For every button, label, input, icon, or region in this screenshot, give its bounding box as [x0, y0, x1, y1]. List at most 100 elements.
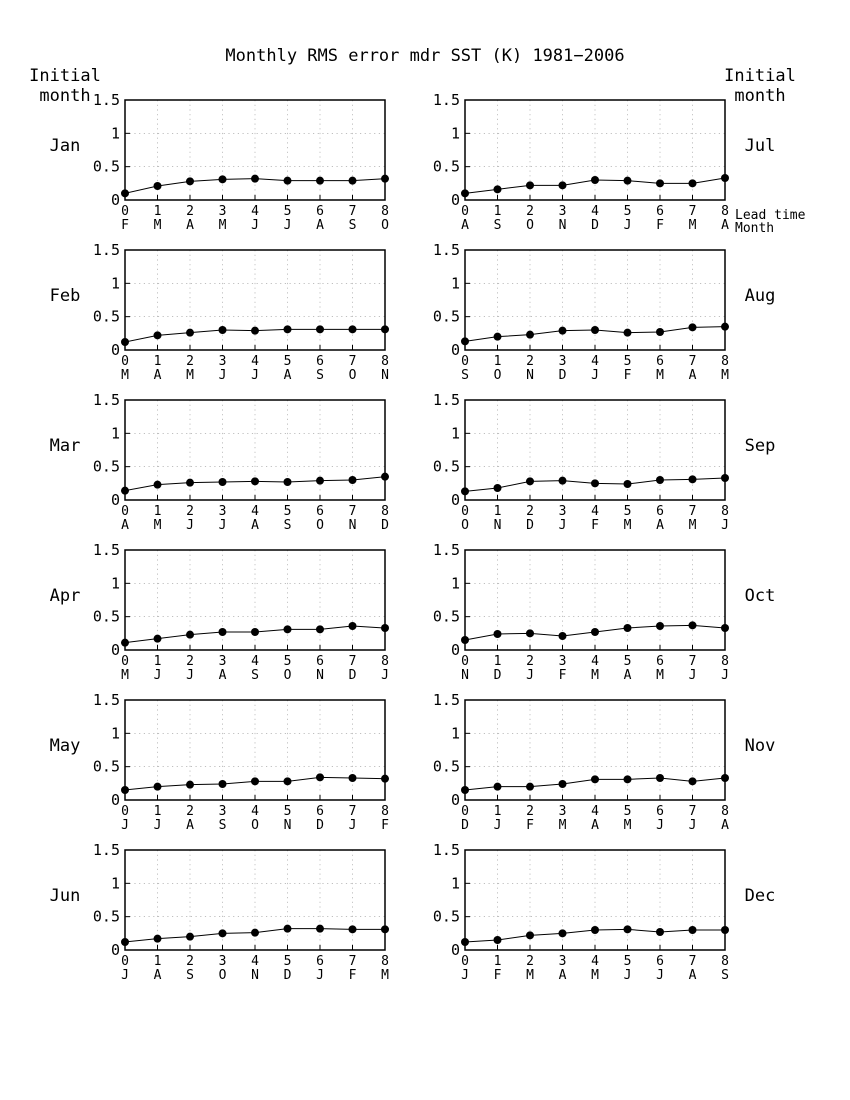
month-label: M	[656, 668, 664, 683]
x-tick-label: 5	[284, 954, 292, 969]
data-point	[316, 476, 324, 485]
data-point	[526, 330, 534, 339]
y-tick-label: 1.5	[93, 391, 120, 409]
month-label: J	[381, 668, 389, 683]
month-label: J	[721, 668, 729, 683]
y-tick-label: 1	[111, 424, 120, 442]
y-tick-label: 0.5	[433, 308, 460, 326]
y-tick-label: 0	[451, 341, 460, 359]
month-label: A	[656, 518, 664, 533]
x-tick-label: 5	[624, 204, 632, 219]
data-point	[283, 625, 292, 634]
data-point	[461, 487, 469, 496]
x-tick-label: 2	[186, 504, 194, 519]
data-point	[186, 478, 194, 487]
data-point	[623, 176, 632, 185]
data-point	[591, 176, 599, 184]
data-point	[591, 326, 599, 334]
data-point	[348, 476, 357, 484]
data-point	[461, 337, 469, 346]
month-label: S	[316, 368, 324, 383]
month-label: D	[381, 518, 389, 533]
month-label: O	[349, 368, 357, 383]
initial-month-label: Sep	[745, 436, 776, 456]
x-tick-label: 0	[461, 954, 469, 969]
x-tick-label: 5	[624, 654, 632, 669]
x-tick-label: 2	[186, 804, 194, 819]
x-tick-label: 8	[721, 354, 729, 369]
data-point	[218, 628, 227, 636]
month-label: M	[689, 518, 697, 533]
x-tick-label: 4	[591, 804, 599, 819]
month-label: D	[316, 818, 324, 833]
month-label: M	[624, 818, 632, 833]
month-label: O	[526, 218, 534, 233]
month-label: J	[154, 818, 162, 833]
initial-month-label: Jul	[745, 136, 776, 156]
right-header-line2: month	[734, 86, 785, 106]
month-label: S	[349, 218, 357, 233]
month-label: O	[284, 668, 292, 683]
data-point	[591, 628, 599, 636]
data-point	[461, 636, 469, 644]
x-tick-label: 0	[121, 954, 129, 969]
data-point	[656, 622, 664, 630]
data-point	[381, 774, 389, 783]
data-point	[526, 931, 534, 940]
x-tick-label: 4	[251, 204, 259, 219]
x-tick-label: 2	[186, 354, 194, 369]
month-label: M	[381, 968, 389, 983]
data-point	[688, 323, 697, 332]
data-point	[688, 777, 697, 786]
initial-month-label: Mar	[50, 436, 81, 456]
month-label: A	[186, 818, 194, 833]
x-tick-label: 4	[591, 504, 599, 519]
month-label: A	[219, 668, 227, 683]
x-tick-label: 0	[461, 504, 469, 519]
y-tick-label: 0.5	[433, 758, 460, 776]
data-point	[316, 773, 324, 782]
left-header-line2: month	[39, 86, 90, 106]
data-point	[283, 325, 292, 334]
y-tick-label: 1	[451, 874, 460, 892]
data-point	[623, 775, 632, 784]
x-tick-label: 3	[219, 654, 227, 669]
x-tick-label: 4	[591, 204, 599, 219]
data-point	[493, 630, 502, 638]
x-tick-label: 1	[494, 804, 502, 819]
y-tick-label: 0	[451, 791, 460, 809]
data-point	[461, 786, 469, 794]
data-point	[656, 328, 664, 336]
x-tick-label: 8	[721, 504, 729, 519]
y-tick-label: 0.5	[93, 158, 120, 176]
month-label: A	[559, 968, 567, 983]
x-tick-label: 6	[656, 654, 664, 669]
y-tick-label: 1	[111, 574, 120, 592]
month-label: F	[349, 968, 357, 983]
month-label: M	[219, 218, 227, 233]
data-point	[558, 476, 567, 485]
x-tick-label: 1	[154, 204, 162, 219]
month-label: A	[721, 218, 729, 233]
x-tick-label: 1	[154, 354, 162, 369]
x-tick-label: 8	[381, 804, 389, 819]
y-tick-label: 1.5	[93, 541, 120, 559]
data-point	[348, 325, 357, 334]
x-tick-label: 5	[284, 654, 292, 669]
data-point	[688, 621, 697, 630]
month-label: J	[656, 818, 664, 833]
data-point	[153, 331, 162, 340]
data-point	[381, 325, 389, 334]
data-point	[348, 176, 357, 185]
y-tick-label: 1	[451, 274, 460, 292]
month-label: A	[689, 368, 697, 383]
data-point	[656, 774, 664, 782]
data-point	[348, 925, 357, 934]
month-label: J	[186, 668, 194, 683]
x-tick-label: 2	[186, 204, 194, 219]
x-tick-label: 7	[349, 954, 357, 969]
month-label: J	[316, 968, 324, 983]
initial-month-label: Feb	[50, 286, 81, 306]
